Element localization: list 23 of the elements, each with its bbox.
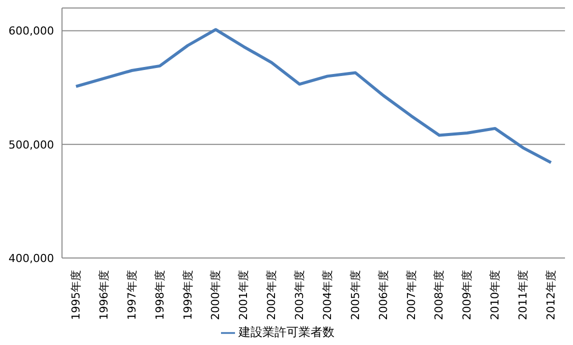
y-tick-label: 400,000 (8, 252, 54, 265)
x-tick-label: 2011年度 (516, 270, 530, 320)
y-tick-label: 600,000 (8, 24, 54, 38)
x-tick-label: 1997年度 (125, 270, 138, 320)
x-tick-label: 2004年度 (320, 270, 334, 320)
x-tick-label: 2012年度 (544, 270, 558, 320)
x-tick-label: 2009年度 (460, 270, 474, 320)
x-tick-label: 2003年度 (293, 270, 306, 320)
line-series (74, 28, 552, 164)
y-tick-label: 500,000 (8, 138, 54, 152)
x-tick-label: 1998年度 (153, 270, 166, 320)
x-tick-label: 2000年度 (209, 270, 222, 320)
x-tick-label: 2008年度 (432, 270, 446, 320)
x-tick-label: 1999年度 (181, 270, 194, 320)
x-tick-label: 2005年度 (348, 270, 362, 320)
x-tick-label: 2006年度 (376, 270, 390, 320)
x-tick-label: 2010年度 (488, 270, 502, 320)
x-tick-label: 2002年度 (265, 270, 278, 320)
x-tick-label: 1995年度 (70, 270, 82, 320)
x-tick-label: 1996年度 (97, 270, 110, 320)
x-tick-label: 2001年度 (237, 270, 250, 320)
x-tick-label: 2007年度 (404, 270, 418, 320)
legend-label: 建設業許可業者数 (238, 325, 334, 339)
